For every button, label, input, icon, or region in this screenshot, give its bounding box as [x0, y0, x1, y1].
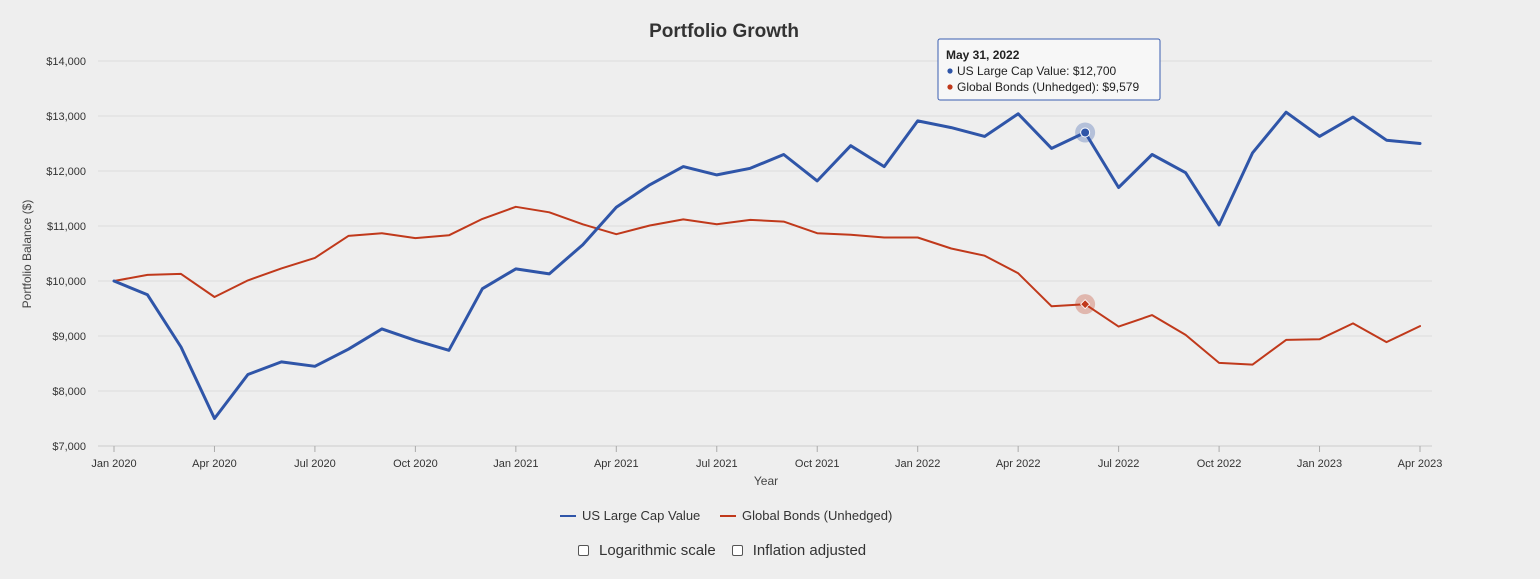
y-tick-label: $11,000 [47, 221, 86, 233]
y-tick-label: $7,000 [52, 441, 86, 453]
legend-label-global-bonds: Global Bonds (Unhedged) [742, 508, 892, 523]
inflation-adjusted-checkbox[interactable] [731, 545, 743, 556]
tooltip-line-global-bonds: Global Bonds (Unhedged): $9,579 [957, 80, 1139, 94]
x-tick-label: Oct 2022 [1197, 458, 1242, 470]
x-tick-label: Apr 2023 [1398, 458, 1443, 470]
legend-label-us-large-cap-value: US Large Cap Value [582, 508, 700, 523]
highlight-point-us-large-cap-value[interactable] [1080, 127, 1091, 138]
x-tick-label: Jul 2021 [696, 458, 738, 470]
x-tick-label: Jan 2020 [91, 458, 136, 470]
x-tick-label: Jul 2022 [1098, 458, 1140, 470]
highlight-point-global-bonds[interactable] [1080, 299, 1091, 310]
tooltip-date: May 31, 2022 [946, 48, 1020, 62]
x-tick-label: Apr 2022 [996, 458, 1041, 470]
series-line-us-large-cap-value [112, 110, 1422, 420]
tooltip-line-us-large-cap-value: US Large Cap Value: $12,700 [957, 64, 1117, 78]
log-scale-label: Logarithmic scale [599, 542, 716, 559]
x-tick-label: Oct 2020 [393, 458, 438, 470]
x-tick-label: Oct 2021 [795, 458, 840, 470]
series-line-global-bonds [113, 205, 1421, 366]
series-lines [112, 110, 1422, 420]
legend: US Large Cap Value Global Bonds (Unhedge… [560, 508, 892, 523]
inflation-adjusted-toggle[interactable]: Inflation adjusted [731, 542, 867, 559]
y-tick-label: $10,000 [46, 276, 86, 288]
tooltip-dot-us-large-cap-value [947, 68, 953, 74]
tooltip-box [937, 38, 1161, 101]
x-axis-title: Year [754, 474, 778, 488]
tooltip-dot-global-bonds [947, 84, 953, 90]
highlight-markers [1075, 122, 1096, 315]
x-tick-label: Apr 2021 [594, 458, 639, 470]
x-tick-label: Jan 2023 [1297, 458, 1342, 470]
log-scale-toggle[interactable]: Logarithmic scale [578, 542, 716, 559]
x-tick-label: Jan 2022 [895, 458, 940, 470]
x-tick-label: Jul 2020 [294, 458, 336, 470]
x-tick-label: Apr 2020 [192, 458, 237, 470]
y-tick-label: $9,000 [52, 331, 86, 343]
gridlines [98, 60, 1432, 392]
legend-item-us-large-cap-value[interactable]: US Large Cap Value [560, 508, 700, 523]
y-axis-title: Portfolio Balance ($) [20, 200, 34, 309]
x-axis-ticks: Jan 2020 Apr 2020 Jul 2020 Oct 2020 Jan 2021… [91, 446, 1442, 470]
chart-title: Portfolio Growth [649, 21, 799, 42]
y-axis-ticks: $7,000 $8,000 $9,000 $10,000 $11,000 $12,000 $… [46, 56, 86, 453]
y-tick-label: $12,000 [46, 166, 86, 178]
chart-options: Logarithmic scale Inflation adjusted [578, 542, 882, 559]
legend-item-global-bonds[interactable]: Global Bonds (Unhedged) [720, 508, 892, 523]
y-tick-label: $14,000 [46, 56, 86, 68]
inflation-adjusted-label: Inflation adjusted [752, 542, 867, 559]
y-tick-label: $13,000 [46, 111, 86, 123]
y-tick-label: $8,000 [52, 386, 86, 398]
tooltip: May 31, 2022 US Large Cap Value: $12,700… [937, 38, 1161, 101]
log-scale-checkbox[interactable] [578, 545, 589, 556]
x-tick-label: Jan 2021 [493, 458, 538, 470]
